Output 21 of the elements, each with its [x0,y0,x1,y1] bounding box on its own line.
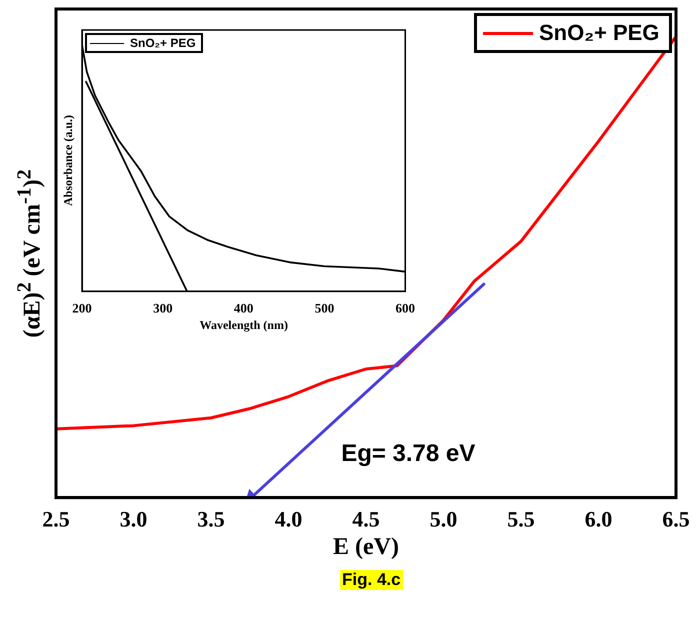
legend-label: SnO₂+ PEG [130,36,196,50]
x-tick-label: 4.5 [352,506,380,532]
x-tick-label: 5.0 [430,506,458,532]
x-tick-label: 5.5 [507,506,535,532]
x-tick-label: 600 [396,300,415,316]
x-tick-label: 500 [314,300,334,316]
x-tick-label: 3.0 [120,506,148,532]
x-tick-label: 200 [72,300,92,316]
x-tick-label: 6.0 [584,506,612,532]
caption: Fig. 4.c [340,570,403,590]
x-axis-title: E (eV) [333,534,399,561]
x-tick-label: 400 [234,300,254,316]
x-tick-label: 6.5 [662,506,690,532]
x-tick-label: 300 [153,300,173,316]
annotation: Eg= 3.78 eV [341,440,476,468]
legend-label: SnO₂+ PEG [539,20,660,46]
x-tick-label: 3.5 [197,506,225,532]
x-tick-label: 2.5 [42,506,70,532]
x-tick-label: 4.0 [274,506,302,532]
y-axis-title: Absorbance (a.u.) [60,115,76,206]
x-axis-title: Wavelength (nm) [200,318,288,334]
